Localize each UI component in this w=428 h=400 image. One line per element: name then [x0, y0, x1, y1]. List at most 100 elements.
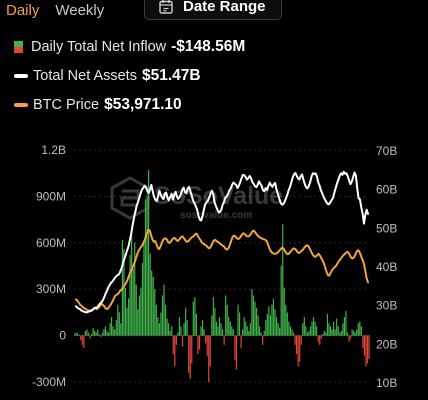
inflow-bar [189, 335, 191, 379]
inflow-bar [175, 335, 177, 345]
inflow-bar [107, 332, 110, 336]
inflow-bar [306, 332, 308, 336]
inflow-bar [235, 335, 238, 370]
inflow-bar [222, 329, 224, 336]
line-swatch-icon [14, 103, 28, 107]
inflow-bar [340, 330, 342, 336]
inflow-bar [357, 323, 359, 336]
inflow-bar [161, 295, 164, 336]
inflow-bar [345, 310, 347, 336]
inflow-bar [211, 315, 213, 336]
inflow-bar [134, 242, 136, 336]
inflow-bar [271, 304, 273, 336]
inflow-bar [252, 295, 255, 336]
inflow-bar [126, 307, 128, 336]
inflow-bar [138, 295, 140, 336]
inflow-bar [160, 312, 162, 336]
tab-daily[interactable]: Daily [6, 1, 40, 19]
inflow-bar [311, 321, 313, 336]
inflow-bar [246, 326, 248, 336]
inflow-bar [359, 321, 361, 336]
inflow-bar [111, 317, 113, 336]
inflow-bar [249, 323, 251, 336]
btc-price-line [75, 228, 369, 312]
inflow-bar [280, 266, 282, 336]
inflow-bar [228, 317, 230, 336]
inflow-bar [90, 334, 93, 336]
inflow-bar [291, 329, 293, 336]
inflow-bar [115, 320, 117, 336]
legend-item-btc-price[interactable]: BTC Price $53,971.10 [14, 94, 182, 116]
inflow-bar [98, 334, 100, 336]
inflow-bar [75, 332, 77, 336]
inflow-bar [181, 335, 184, 347]
inflow-bar [100, 335, 102, 338]
inflow-bar [201, 320, 204, 336]
inflow-bar [81, 335, 83, 345]
inflow-bar [117, 304, 119, 336]
legend-value: $51.47B [141, 67, 201, 84]
inflow-bar [323, 330, 325, 336]
inflow-bar [342, 323, 344, 336]
inflow-bar [94, 330, 96, 336]
inflow-bar [92, 327, 94, 336]
inflow-bar [146, 196, 148, 336]
inflow-bar [157, 317, 159, 336]
inflow-bar [251, 289, 253, 336]
inflow-bar [192, 301, 194, 336]
legend-label: Total Net Assets [33, 68, 137, 84]
inflow-bar [169, 330, 171, 336]
inflow-bar [120, 323, 122, 336]
inflow-bar [268, 306, 270, 336]
inflow-bar [206, 335, 208, 356]
inflow-bar [77, 333, 79, 336]
inflow-bar [346, 332, 349, 336]
inflow-bar [127, 298, 130, 336]
legend-item-net-assets[interactable]: Total Net Assets $51.47B [14, 65, 201, 87]
inflow-bar [263, 330, 265, 336]
inflow-bar [248, 330, 250, 336]
left-tick-label: 0 [59, 329, 66, 343]
inflow-bar [118, 312, 120, 336]
inflow-bar [289, 326, 292, 336]
inflow-bar [148, 170, 150, 336]
inflow-bar [279, 327, 281, 336]
inflow-bar [229, 321, 231, 336]
inflow-bar [74, 334, 76, 336]
legend-label: Daily Total Net Inflow [31, 39, 167, 55]
inflow-bar [166, 318, 168, 336]
inflow-bar [286, 312, 288, 336]
inflow-bar [171, 326, 173, 336]
inflow-bar [334, 329, 336, 336]
inflow-bar [191, 335, 193, 364]
inflow-bar [294, 335, 296, 345]
inflow-bar [218, 317, 221, 336]
inflow-bar [84, 330, 86, 336]
inflow-bar [132, 269, 134, 336]
inflow-bar [208, 335, 210, 382]
inflow-bar [275, 317, 278, 336]
date-range-button[interactable]: Date Range [144, 0, 282, 20]
inflow-bar [112, 326, 114, 336]
bar-swatch-icon [14, 41, 23, 53]
inflow-bar [282, 224, 284, 336]
inflow-bar [186, 320, 188, 336]
inflow-bar [354, 332, 356, 336]
inflow-bar [288, 321, 290, 336]
inflow-bar [215, 321, 218, 336]
right-tick-label: 20B [376, 337, 397, 351]
right-tick-label: 30B [376, 299, 397, 313]
legend-item-net-inflow[interactable]: Daily Total Net Inflow -$148.56M [14, 36, 245, 58]
tab-weekly[interactable]: Weekly [55, 1, 105, 19]
inflow-bar [319, 335, 321, 345]
inflow-bar [316, 326, 318, 336]
left-tick-label: 1.2B [41, 143, 66, 157]
inflow-bar [333, 321, 335, 336]
inflow-bar [104, 326, 107, 336]
inflow-bar [257, 315, 259, 336]
inflow-bar [283, 287, 285, 336]
inflow-bar [197, 335, 199, 355]
legend-label: BTC Price [33, 97, 100, 113]
inflow-bar [205, 335, 207, 344]
